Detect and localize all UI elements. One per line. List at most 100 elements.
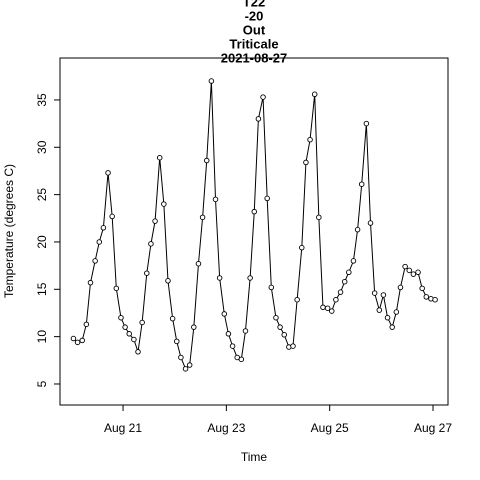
chart-title: Triticale xyxy=(229,36,278,51)
point xyxy=(299,244,305,251)
point xyxy=(264,195,270,202)
point xyxy=(410,271,417,277)
point xyxy=(87,279,94,286)
point xyxy=(281,331,287,338)
point xyxy=(225,331,232,337)
point xyxy=(169,315,176,322)
point xyxy=(329,308,335,314)
point xyxy=(350,258,357,264)
point xyxy=(212,196,219,203)
point xyxy=(186,362,193,368)
point xyxy=(415,269,421,276)
point xyxy=(229,343,236,349)
point xyxy=(208,78,215,84)
point xyxy=(144,270,150,276)
point xyxy=(216,275,223,281)
point xyxy=(371,290,378,296)
point xyxy=(182,366,189,372)
y-tick-label: 5 xyxy=(35,380,49,387)
x-tick-label: Aug 25 xyxy=(311,421,349,435)
point xyxy=(199,214,206,221)
point xyxy=(363,120,370,127)
chart-title: T22 xyxy=(243,0,265,9)
point xyxy=(118,314,124,321)
point xyxy=(96,239,103,245)
point xyxy=(126,331,132,337)
point xyxy=(178,354,184,361)
chart-title: -20 xyxy=(245,8,264,23)
y-tick-label: 10 xyxy=(35,330,49,344)
point xyxy=(79,337,85,344)
y-tick-label: 30 xyxy=(35,140,49,154)
point xyxy=(156,154,163,161)
point xyxy=(316,214,322,221)
point xyxy=(358,181,365,187)
point xyxy=(307,136,313,143)
point xyxy=(203,157,210,164)
point xyxy=(131,336,137,343)
x-tick-label: Aug 21 xyxy=(104,421,142,435)
point xyxy=(174,338,180,345)
point xyxy=(320,304,326,311)
point xyxy=(152,218,158,224)
point xyxy=(419,285,425,292)
point xyxy=(255,116,262,122)
y-tick-label: 15 xyxy=(35,282,49,296)
point xyxy=(139,319,145,326)
point xyxy=(423,294,430,300)
x-tick-label: Aug 23 xyxy=(207,421,245,435)
point xyxy=(290,343,296,349)
point xyxy=(406,267,413,274)
point xyxy=(273,314,279,321)
point xyxy=(251,208,258,215)
point xyxy=(70,335,77,342)
point xyxy=(135,349,141,355)
point xyxy=(380,292,387,298)
point xyxy=(148,241,154,247)
point xyxy=(161,201,167,207)
point xyxy=(367,220,374,226)
y-tick-label: 35 xyxy=(35,93,49,107)
point xyxy=(92,258,98,264)
point xyxy=(195,260,202,267)
point xyxy=(74,339,81,346)
point xyxy=(165,278,171,284)
y-tick-label: 25 xyxy=(35,188,49,202)
point xyxy=(311,91,318,98)
point xyxy=(191,324,197,330)
point xyxy=(341,278,348,285)
point xyxy=(105,170,111,176)
point xyxy=(242,328,249,334)
x-tick-label: Aug 27 xyxy=(414,421,452,435)
point xyxy=(354,226,361,233)
point xyxy=(238,356,245,363)
point xyxy=(346,269,352,276)
x-axis-label: Time xyxy=(241,450,268,464)
point xyxy=(247,275,253,281)
point xyxy=(333,296,339,303)
point xyxy=(277,324,283,330)
point xyxy=(221,311,228,317)
point xyxy=(324,305,331,311)
point xyxy=(260,94,266,100)
chart-title: Out xyxy=(243,22,266,37)
point xyxy=(122,324,128,330)
point xyxy=(376,307,383,313)
point xyxy=(83,321,90,328)
point xyxy=(294,296,300,303)
point xyxy=(384,314,391,321)
point xyxy=(432,296,438,303)
point xyxy=(100,225,107,231)
y-axis-label: Temperature (degrees C) xyxy=(2,164,16,298)
point xyxy=(113,285,120,292)
line xyxy=(73,80,436,370)
point xyxy=(303,159,309,166)
point xyxy=(393,309,400,315)
point xyxy=(337,289,344,295)
point xyxy=(389,324,395,330)
point xyxy=(109,213,115,220)
point xyxy=(397,284,404,291)
y-tick-label: 20 xyxy=(35,235,49,249)
point xyxy=(402,263,408,270)
